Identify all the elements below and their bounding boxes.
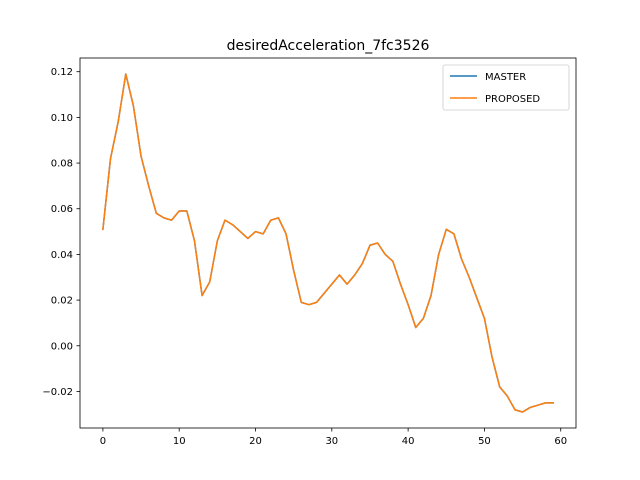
legend-label-master: MASTER <box>485 72 526 83</box>
y-tick-label: −0.02 <box>42 387 73 398</box>
y-tick-label: 0.02 <box>51 296 73 307</box>
x-axis: 0 10 20 30 40 50 60 <box>100 428 567 447</box>
plot-area: 0 10 20 30 40 50 60 −0.02 0.00 0.02 0.04 0.06 0.08 0… <box>42 57 577 447</box>
y-tick-label: 0.00 <box>51 341 73 352</box>
chart-title: desiredAcceleration_7fc3526 <box>227 38 430 54</box>
x-tick-label: 0 <box>100 436 106 447</box>
y-tick-label: 0.06 <box>51 204 73 215</box>
axes-background <box>80 58 576 428</box>
x-tick-label: 50 <box>478 436 491 447</box>
series-line-proposed <box>102 73 554 413</box>
series-layer <box>102 73 554 413</box>
y-axis: −0.02 0.00 0.02 0.04 0.06 0.08 0.10 0.12 <box>42 67 80 398</box>
y-tick-label: 0.04 <box>51 250 73 261</box>
x-tick-label: 20 <box>249 436 262 447</box>
y-tick-label: 0.10 <box>51 113 73 124</box>
legend: MASTER PROPOSED <box>442 64 570 111</box>
y-tick-label: 0.08 <box>51 159 73 170</box>
legend-label-proposed: PROPOSED <box>485 94 540 105</box>
x-tick-label: 60 <box>554 436 567 447</box>
axes-frame <box>79 57 577 429</box>
x-tick-label: 10 <box>173 436 186 447</box>
y-tick-label: 0.12 <box>51 67 73 78</box>
x-tick-label: 30 <box>325 436 338 447</box>
x-tick-label: 40 <box>402 436 415 447</box>
